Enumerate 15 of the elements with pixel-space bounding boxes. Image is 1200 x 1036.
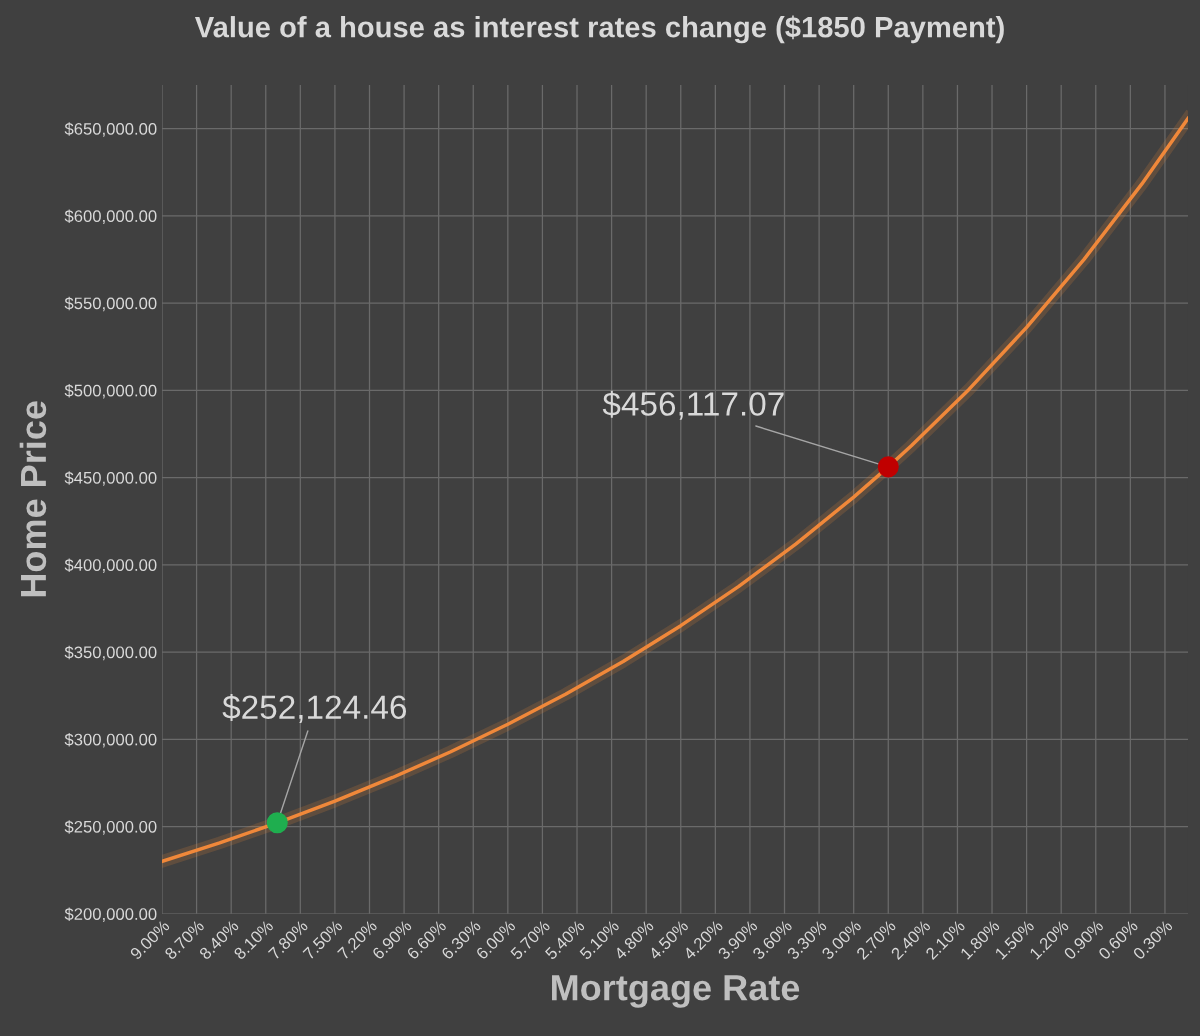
annotation: $456,117.07	[602, 390, 784, 420]
y-tick-label: $450,000.00	[64, 471, 157, 486]
y-tick-label: $350,000.00	[64, 645, 157, 661]
y-tick-label: $400,000.00	[64, 558, 157, 573]
y-axis-title: Home Price	[19, 401, 47, 597]
y-tick-label: $250,000.00	[64, 820, 157, 835]
x-axis-title: Mortgage Rate	[552, 975, 800, 1008]
y-tick-label: $200,000.00	[64, 907, 157, 922]
y-tick-label: $300,000.00	[64, 732, 157, 748]
chart-title: Value of a house as interest rates change ($1850 Payment)	[194, 15, 1004, 44]
y-tick-label: $550,000.00	[64, 296, 157, 312]
y-tick-label: $600,000.00	[64, 209, 157, 224]
y-tick-label: $500,000.00	[64, 384, 157, 399]
y-tick-label: $650,000.00	[64, 122, 157, 137]
annotation: $252,124.46	[222, 693, 407, 723]
